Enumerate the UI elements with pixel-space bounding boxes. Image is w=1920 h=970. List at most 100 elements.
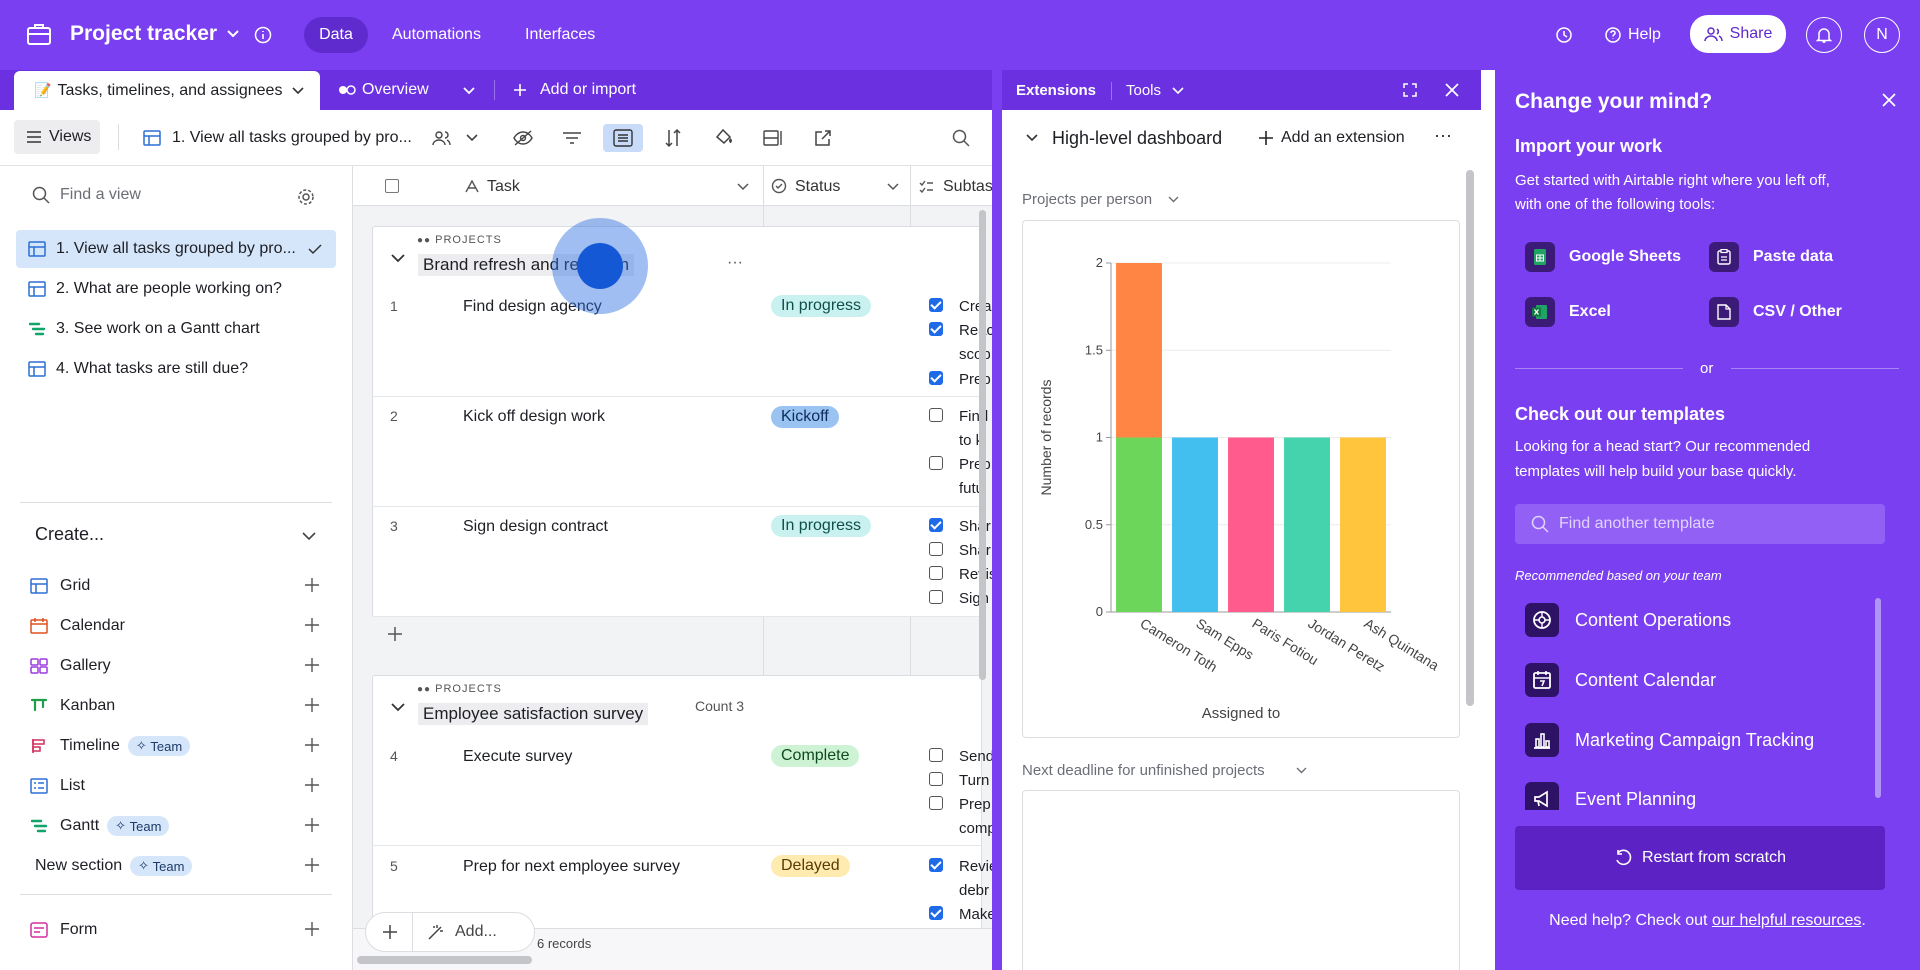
chevron-down-icon[interactable] [1168, 196, 1179, 203]
plus-icon[interactable] [1258, 130, 1274, 146]
chevron-down-icon[interactable] [887, 183, 899, 191]
add-button-label[interactable]: Add... [455, 923, 497, 940]
template-content-calendar[interactable]: Content Calendar [1525, 663, 1716, 697]
chevron-down-icon[interactable] [466, 134, 478, 142]
template-marketing-campaign[interactable]: Marketing Campaign Tracking [1525, 723, 1814, 757]
info-icon[interactable] [254, 26, 272, 44]
template-event-planning[interactable]: Event Planning [1525, 782, 1696, 810]
help-icon[interactable] [1605, 27, 1621, 43]
chevron-down-icon[interactable] [302, 532, 316, 541]
status-badge[interactable]: In progress [771, 295, 872, 317]
gear-icon[interactable] [297, 188, 315, 206]
add-extension-button[interactable]: Add an extension [1281, 129, 1405, 146]
create-kanban[interactable]: Kanban [30, 690, 320, 722]
panel-splitter[interactable] [992, 70, 1002, 970]
nav-data[interactable]: Data [304, 17, 368, 53]
chart-title[interactable]: Projects per person [1022, 191, 1153, 208]
views-button[interactable]: Views [14, 120, 100, 154]
sidebar-view-1[interactable]: 1. View all tasks grouped by pro... [16, 230, 336, 268]
sidebar-view-3[interactable]: 3. See work on a Gantt chart [16, 310, 336, 348]
create-list[interactable]: List [30, 770, 320, 802]
nav-automations[interactable]: Automations [392, 26, 481, 43]
more-options-icon[interactable]: ··· [1434, 125, 1452, 145]
create-timeline[interactable]: Timeline ✧ Team [30, 730, 320, 762]
sidebar-view-4[interactable]: 4. What tasks are still due? [16, 350, 336, 388]
subtask-checkbox[interactable] [929, 408, 943, 422]
subtask-checkbox[interactable] [929, 590, 943, 604]
add-row-icon[interactable] [387, 626, 403, 642]
sidebar-view-2[interactable]: 2. What are people working on? [16, 270, 336, 308]
plus-icon[interactable] [512, 82, 528, 98]
status-badge[interactable]: Delayed [771, 855, 850, 877]
create-gantt[interactable]: Gantt ✧ Team [30, 810, 320, 842]
vertical-scrollbar[interactable] [1875, 598, 1881, 798]
subtask-checkbox[interactable] [929, 748, 943, 762]
find-view-field[interactable]: Find a view [20, 180, 320, 210]
template-search-input[interactable]: Find another template [1515, 504, 1885, 544]
color-icon[interactable] [713, 128, 735, 148]
column-header-status[interactable]: Status [795, 178, 841, 195]
subtask-checkbox[interactable] [929, 772, 943, 786]
tab-tasks[interactable]: 📝 Tasks, timelines, and assignees [14, 71, 320, 110]
search-icon[interactable] [952, 129, 970, 147]
task-cell[interactable]: Find design agency [463, 298, 602, 315]
template-content-operations[interactable]: Content Operations [1525, 603, 1731, 637]
import-csv[interactable]: CSV / Other [1709, 297, 1842, 327]
subtask-checkbox[interactable] [929, 566, 943, 580]
tab-overview[interactable]: Overview [362, 81, 429, 98]
create-new-section[interactable]: New section ✧ Team [35, 850, 320, 882]
dashboard-title[interactable]: High-level dashboard [1052, 128, 1223, 148]
help-link[interactable]: Help [1628, 26, 1661, 43]
column-header-subtasks[interactable]: Subtas [943, 178, 992, 195]
restart-button[interactable]: Restart from scratch [1515, 826, 1885, 890]
create-calendar[interactable]: Calendar [30, 610, 320, 642]
current-view-name[interactable]: 1. View all tasks grouped by pro... [172, 129, 412, 146]
import-excel[interactable]: Excel [1525, 297, 1611, 327]
chart-title[interactable]: Next deadline for unfinished projects [1022, 762, 1265, 779]
filter-icon[interactable] [562, 131, 582, 145]
status-badge[interactable]: Complete [771, 745, 860, 767]
notifications-button[interactable] [1806, 17, 1842, 53]
chevron-down-icon[interactable] [391, 254, 405, 263]
subtask-checkbox[interactable] [929, 518, 943, 532]
chevron-down-icon[interactable] [737, 183, 749, 191]
task-cell[interactable]: Execute survey [463, 748, 573, 765]
share-view-icon[interactable] [814, 129, 832, 147]
subtask-checkbox[interactable] [929, 542, 943, 556]
status-badge[interactable]: Kickoff [771, 406, 839, 428]
sort-icon[interactable] [664, 128, 682, 148]
row-height-icon[interactable] [763, 129, 783, 147]
avatar[interactable]: N [1864, 17, 1900, 53]
collaborators-icon[interactable] [432, 130, 452, 146]
group-button[interactable] [603, 124, 643, 152]
plus-icon[interactable] [382, 924, 398, 940]
nav-interfaces[interactable]: Interfaces [525, 26, 596, 43]
subtask-checkbox[interactable] [929, 796, 943, 810]
vertical-scrollbar[interactable] [1466, 170, 1474, 706]
subtask-checkbox[interactable] [929, 858, 943, 872]
close-icon[interactable] [1881, 92, 1897, 108]
task-cell[interactable]: Sign design contract [463, 518, 608, 535]
tools-menu[interactable]: Tools [1126, 82, 1162, 99]
import-google-sheets[interactable]: Google Sheets [1525, 242, 1681, 272]
subtask-checkbox[interactable] [929, 456, 943, 470]
subtask-checkbox[interactable] [929, 906, 943, 920]
subtask-checkbox[interactable] [929, 322, 943, 336]
status-badge[interactable]: In progress [771, 515, 872, 537]
briefcase-icon[interactable] [26, 22, 52, 46]
chevron-down-icon[interactable] [1172, 87, 1184, 95]
subtask-checkbox[interactable] [929, 371, 943, 385]
share-button[interactable]: Share [1690, 15, 1786, 53]
history-icon[interactable] [1555, 26, 1573, 44]
create-grid[interactable]: Grid [30, 570, 320, 602]
chevron-down-icon[interactable] [462, 86, 476, 96]
chevron-down-icon[interactable] [1296, 767, 1307, 774]
create-form[interactable]: Form [30, 914, 320, 946]
chevron-down-icon[interactable] [391, 703, 405, 712]
import-paste-data[interactable]: Paste data [1709, 242, 1833, 272]
chevron-down-icon[interactable] [226, 29, 240, 39]
chevron-down-icon[interactable] [1026, 134, 1038, 142]
column-header-task[interactable]: Task [487, 178, 520, 195]
more-options-icon[interactable]: ··· [727, 254, 743, 271]
add-or-import[interactable]: Add or import [540, 81, 637, 98]
